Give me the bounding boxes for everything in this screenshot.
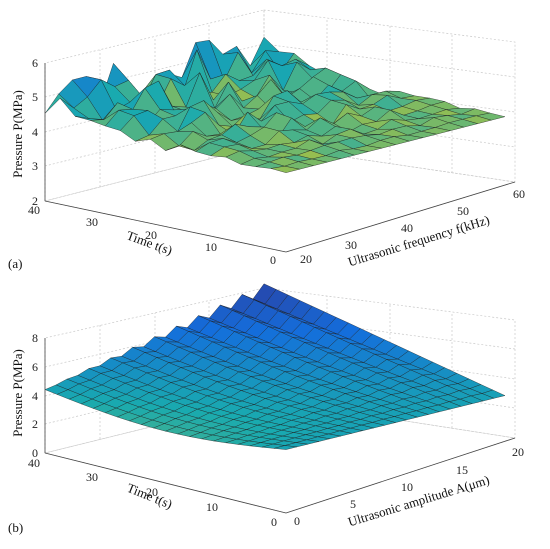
panel-b-ztick: 0 <box>32 446 38 460</box>
panel-b-xtick: 0 <box>294 514 300 528</box>
surface-facet <box>270 166 300 173</box>
panel-b-xtick: 5 <box>350 497 356 511</box>
panel-a-xlabel: Ultrasonic frequency f(kHz) <box>346 212 491 269</box>
panel-a-xtick: 20 <box>300 252 312 266</box>
panel-b-xlabel: Ultrasonic amplitude A(μm) <box>346 472 491 529</box>
panel-b: 0 2 4 6 8 40 30 20 10 0 0 5 10 15 20 Pre… <box>8 283 524 535</box>
panel-b-ztick: 4 <box>32 389 38 403</box>
panel-a-surface <box>44 37 506 173</box>
panel-b-zlabel: Pressure P(MPa) <box>10 349 25 437</box>
panel-b-xtick: 10 <box>401 480 413 494</box>
panel-a-ytick: 10 <box>205 240 217 254</box>
panel-b-ytick: 0 <box>271 515 277 529</box>
panel-b-ytick: 40 <box>28 456 40 470</box>
panel-b-axes <box>44 338 516 514</box>
panel-a-label: (a) <box>8 256 22 271</box>
panel-a-xtick: 40 <box>401 221 413 235</box>
panel-a-ztick: 5 <box>32 90 38 104</box>
panel-b-ytick: 10 <box>206 500 218 514</box>
panel-a-ztick: 3 <box>32 159 38 173</box>
panel-b-xtick: 20 <box>512 445 524 459</box>
surface-facet <box>273 445 298 450</box>
panel-a-ytick: 0 <box>270 253 276 267</box>
panel-b-ytick: 30 <box>86 470 98 484</box>
panel-a-xtick: 30 <box>345 238 357 252</box>
panel-a-xtick: 60 <box>513 187 525 201</box>
panel-a-ytick: 20 <box>145 228 157 242</box>
panel-b-ztick: 2 <box>32 417 38 431</box>
panel-a-xtick: 50 <box>457 204 469 218</box>
panel-a: 2 3 4 5 6 40 30 20 10 0 20 30 40 50 60 P… <box>8 9 525 271</box>
panel-b-label: (b) <box>8 520 23 535</box>
panel-a-ytick: 30 <box>86 215 98 229</box>
panel-b-xtick: 15 <box>456 463 468 477</box>
panel-b-ztick: 6 <box>32 360 38 374</box>
panel-a-axes <box>44 63 516 253</box>
panel-a-ztick: 4 <box>32 125 38 139</box>
panel-b-surface <box>44 283 506 450</box>
panel-b-ytick: 20 <box>146 485 158 499</box>
panel-b-ztick: 8 <box>32 331 38 345</box>
panel-a-ztick: 2 <box>32 194 38 208</box>
panel-a-ytick: 40 <box>28 203 40 217</box>
panel-a-ztick: 6 <box>32 56 38 70</box>
panel-a-zlabel: Pressure P(MPa) <box>10 90 25 178</box>
